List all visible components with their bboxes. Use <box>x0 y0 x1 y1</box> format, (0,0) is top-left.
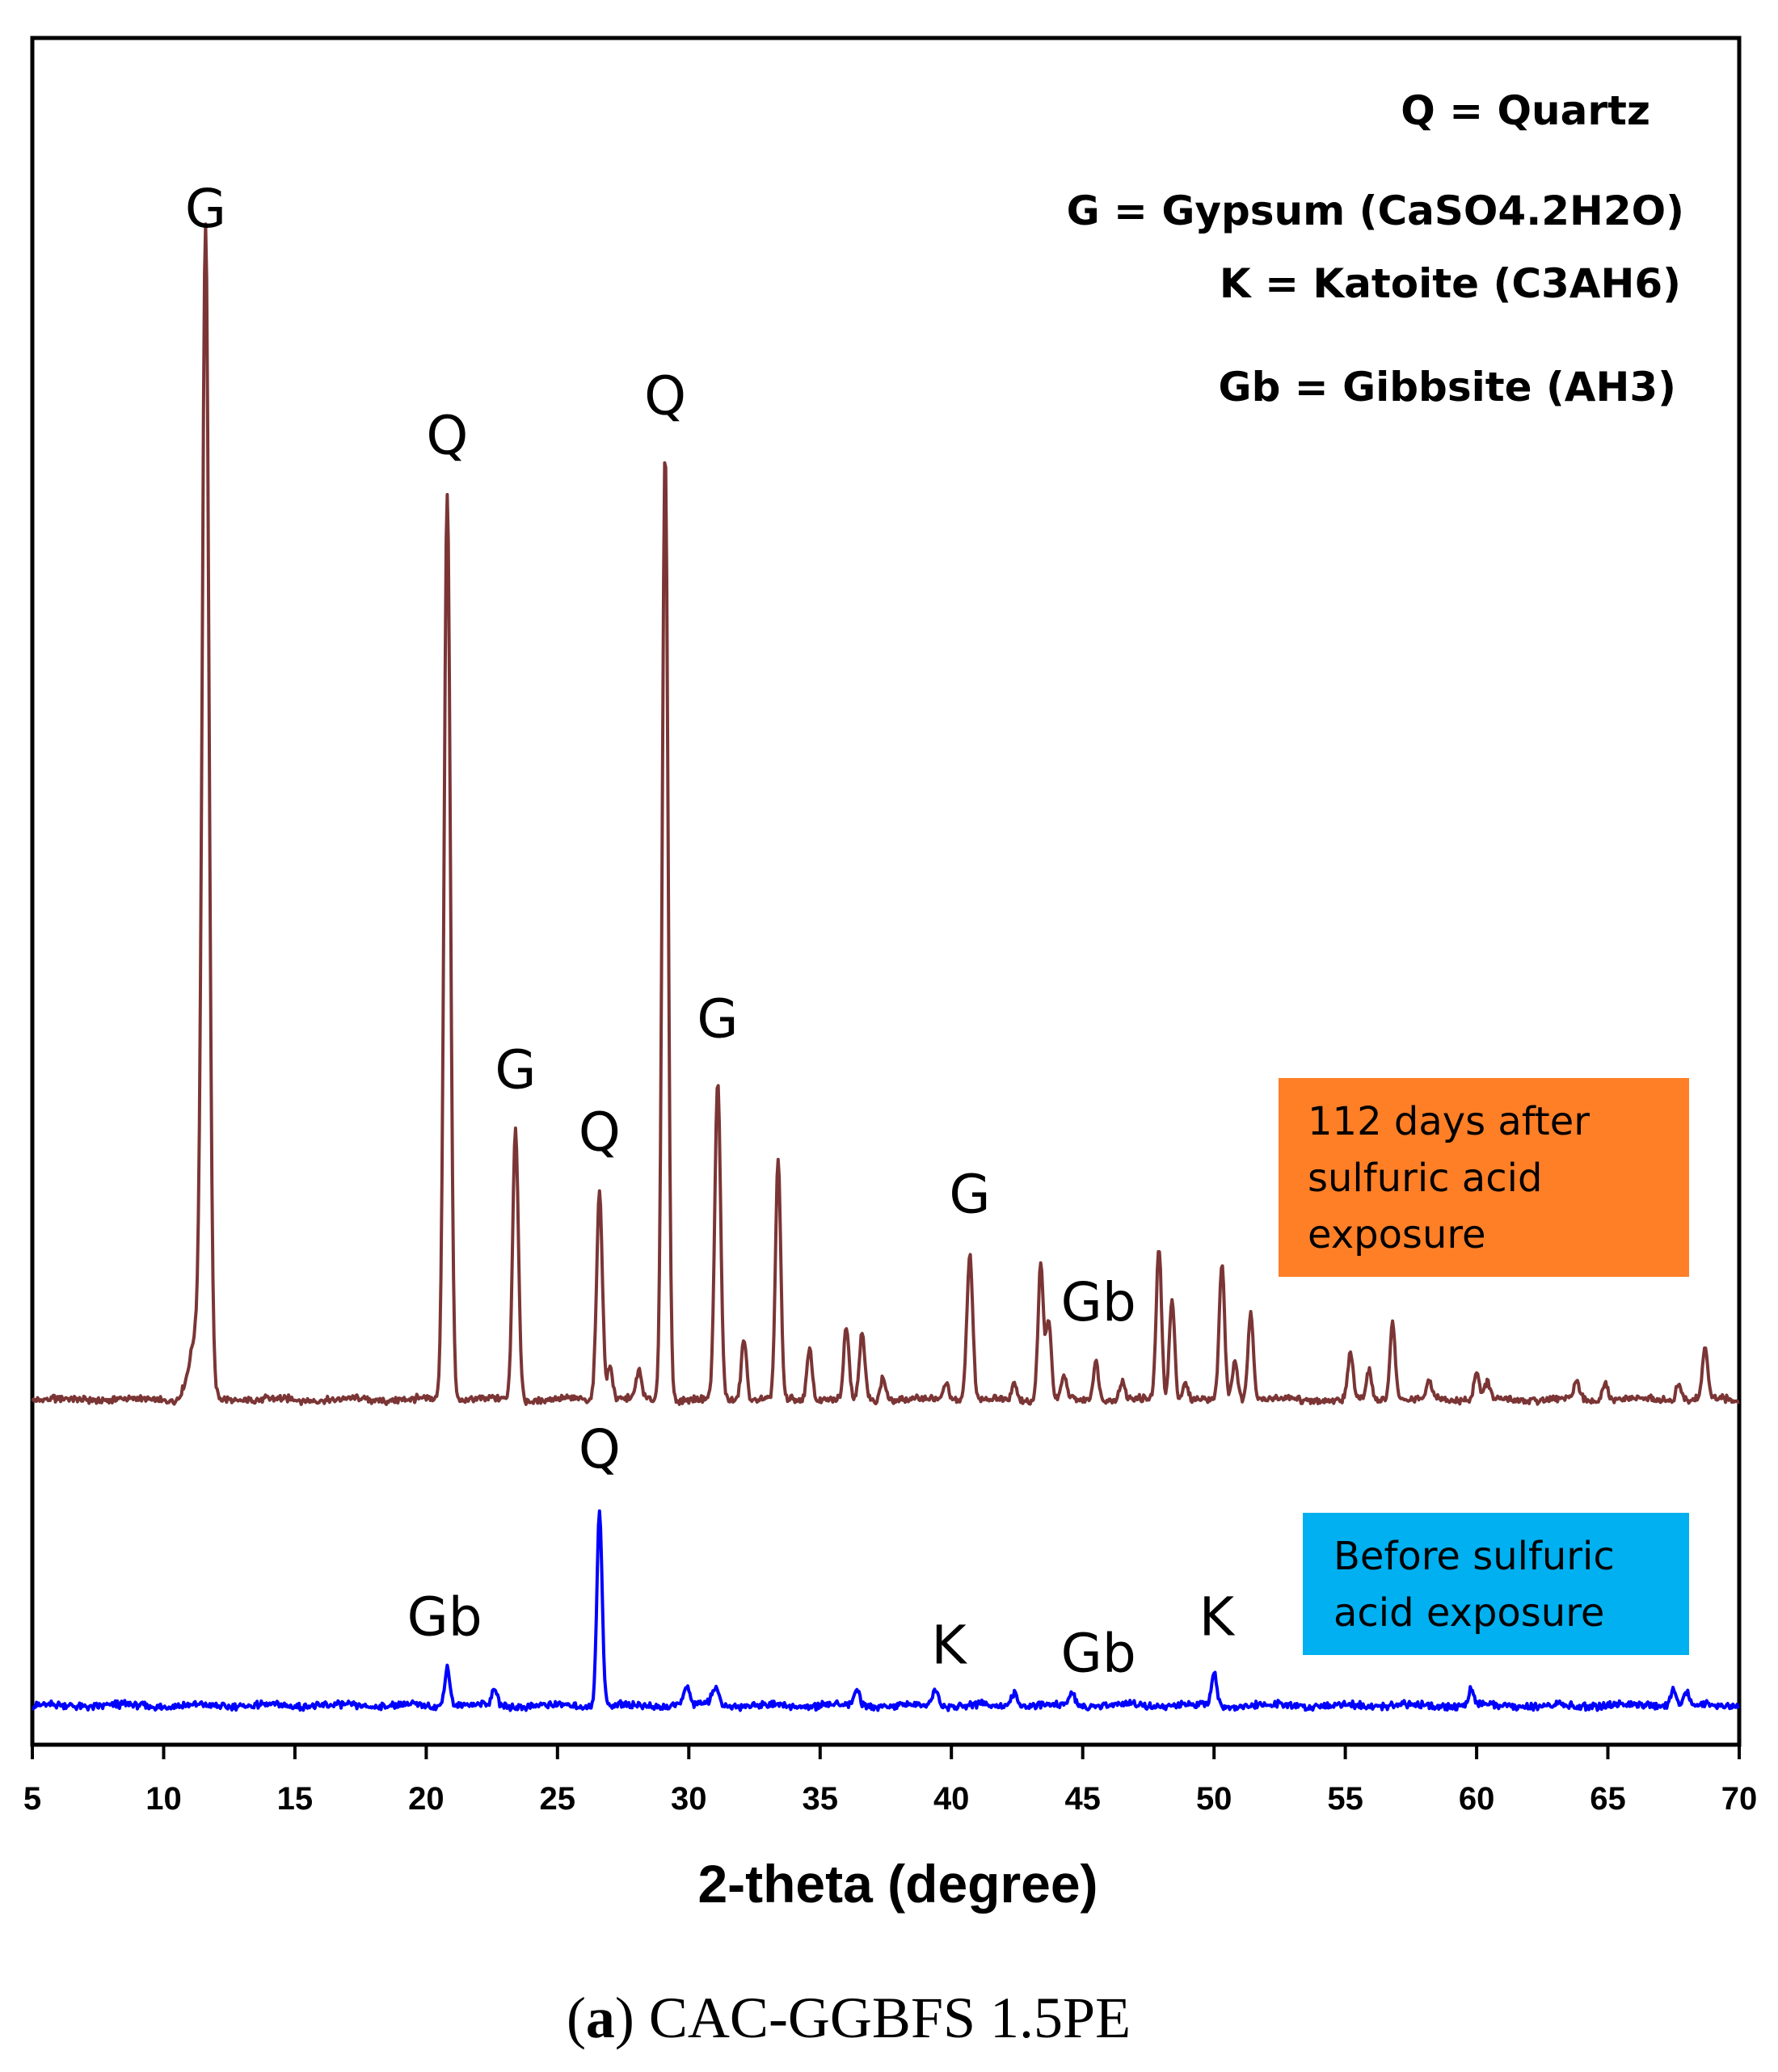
x-tick-label-35: 35 <box>803 1781 839 1817</box>
x-tick-label-60: 60 <box>1459 1781 1495 1817</box>
peak-label-gb-9: Gb <box>407 1586 482 1649</box>
x-tick-label-70: 70 <box>1721 1781 1758 1817</box>
x-tick-label-50: 50 <box>1196 1781 1232 1817</box>
series-label-box-before-bg <box>1303 1513 1689 1655</box>
series-label-box-after-bg <box>1279 1078 1689 1277</box>
x-tick-label-40: 40 <box>933 1781 970 1817</box>
peak-label-g-5: G <box>697 988 738 1050</box>
peak-label-g-3: G <box>495 1039 536 1101</box>
series-line-before-exposure <box>32 1509 1740 1712</box>
caption-open-paren: ( <box>567 1986 586 2050</box>
peak-label-gb-7: Gb <box>1061 1271 1136 1333</box>
legend-entry-quartz: Q = Quartz <box>1401 87 1650 134</box>
caption-close-paren: ) <box>615 1986 649 2050</box>
caption-letter: a <box>586 1986 615 2050</box>
x-tick-label-55: 55 <box>1327 1781 1363 1817</box>
x-tick-label-15: 15 <box>277 1781 314 1817</box>
series-label-after-line-3: exposure <box>1308 1212 1486 1257</box>
peak-label-q-2: Q <box>644 364 686 427</box>
legend: Q = Quartz G = Gypsum (CaSO4.2H2O) K = K… <box>1067 87 1684 411</box>
series-label-before-line-2: acid exposure <box>1334 1590 1604 1636</box>
caption-text: CAC-GGBFS 1.5PE <box>649 1986 1131 2050</box>
series-label-box-after: 112 days after sulfuric acid exposure <box>1279 1078 1689 1277</box>
x-tick-label-10: 10 <box>145 1781 182 1817</box>
peak-label-gb-11: Gb <box>1061 1623 1136 1685</box>
series-layer <box>31 222 1740 1712</box>
x-tick-label-20: 20 <box>408 1781 444 1817</box>
series-label-box-before: Before sulfuric acid exposure <box>1303 1513 1689 1655</box>
peak-label-q-4: Q <box>579 1101 621 1164</box>
plot-frame <box>30 36 1742 1747</box>
x-tick-label-45: 45 <box>1064 1781 1101 1817</box>
series-label-after-line-2: sulfuric acid <box>1308 1156 1542 1201</box>
series-line-after-exposure <box>31 222 1740 1406</box>
x-tick-label-30: 30 <box>671 1781 707 1817</box>
peak-label-k-10: K <box>931 1615 967 1677</box>
peak-label-q-8: Q <box>579 1418 621 1480</box>
x-tick-label-65: 65 <box>1590 1781 1626 1817</box>
peak-label-g-6: G <box>949 1164 990 1226</box>
peak-label-g-0: G <box>185 178 226 240</box>
x-tick-label-5: 5 <box>23 1781 41 1817</box>
figure-caption: (a) CAC-GGBFS 1.5PE <box>567 1986 1131 2050</box>
peak-label-k-12: K <box>1199 1586 1236 1649</box>
legend-entry-katoite: K = Katoite (C3AH6) <box>1220 260 1681 307</box>
x-axis-title: 2-theta (degree) <box>697 1854 1098 1914</box>
series-label-after-line-1: 112 days after <box>1308 1099 1590 1144</box>
x-tick-label-25: 25 <box>540 1781 576 1817</box>
x-axis: 5 10 15 20 25 30 35 40 45 50 55 60 65 70 <box>23 1745 1757 1817</box>
legend-entry-gypsum: G = Gypsum (CaSO4.2H2O) <box>1067 187 1684 234</box>
series-label-before-line-1: Before sulfuric <box>1334 1534 1615 1579</box>
legend-entry-gibbsite: Gb = Gibbsite (AH3) <box>1219 364 1676 411</box>
peak-label-q-1: Q <box>426 404 468 466</box>
